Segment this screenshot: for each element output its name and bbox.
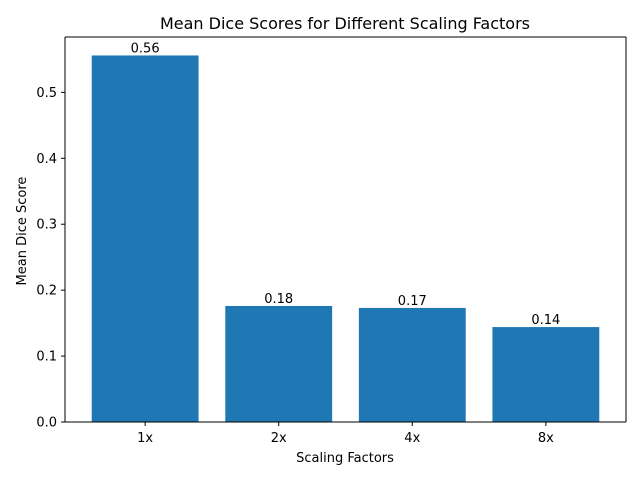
data-label-8x: 0.14 bbox=[531, 313, 560, 328]
chart-title: Mean Dice Scores for Different Scaling F… bbox=[160, 14, 530, 33]
x-tick-label: 8x bbox=[538, 431, 554, 446]
bar-2x bbox=[225, 305, 333, 422]
x-axis-label: Scaling Factors bbox=[296, 451, 394, 466]
y-tick-label: 0.2 bbox=[36, 284, 57, 299]
y-tick-label: 0.5 bbox=[36, 86, 57, 101]
x-tick-label: 2x bbox=[271, 431, 287, 446]
y-tick-label: 0.1 bbox=[36, 350, 57, 365]
x-tick-label: 4x bbox=[404, 431, 420, 446]
plot-area: 0.56 0.18 0.17 0.14 0.0 0.1 0.2 0.3 0.4 0.5 1x 2x 4x… bbox=[36, 36, 627, 446]
bar-4x bbox=[358, 307, 466, 422]
data-label-1x: 0.56 bbox=[131, 41, 160, 56]
bar-8x bbox=[492, 327, 600, 422]
y-axis-label: Mean Dice Score bbox=[15, 177, 30, 286]
y-tick-label: 0.4 bbox=[36, 152, 57, 167]
data-label-4x: 0.17 bbox=[398, 294, 427, 309]
data-label-2x: 0.18 bbox=[264, 292, 293, 307]
x-tick-label: 1x bbox=[137, 431, 153, 446]
y-tick-label: 0.0 bbox=[36, 416, 57, 431]
y-tick-label: 0.3 bbox=[36, 218, 57, 233]
bar-1x bbox=[91, 55, 199, 423]
